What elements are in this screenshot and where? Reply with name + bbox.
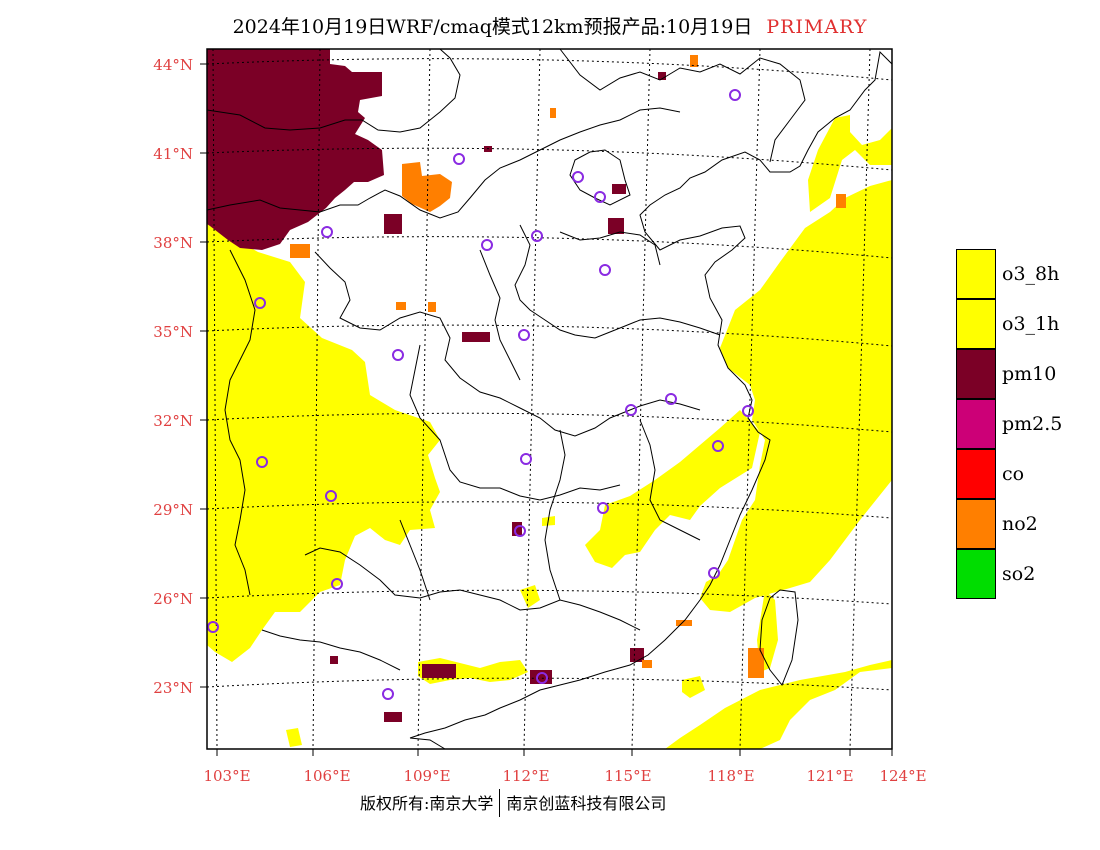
- legend-label: o3_8h: [1002, 263, 1060, 285]
- station-marker: [392, 349, 404, 361]
- station-marker: [531, 230, 543, 242]
- boundaries: [206, 48, 893, 750]
- legend-item: co: [956, 449, 1096, 499]
- no2-regions: [290, 55, 846, 678]
- station-marker: [331, 578, 343, 590]
- title-text: 2024年10月19日WRF/cmaq模式12km预报产品:10月19日: [232, 16, 753, 38]
- station-marker: [594, 191, 606, 203]
- legend-swatch: [956, 449, 996, 499]
- station-marker: [207, 621, 219, 633]
- axis-ticks: [200, 63, 893, 756]
- legend-label: no2: [1002, 513, 1038, 535]
- lon-label: 121°E: [806, 767, 853, 785]
- station-markers: [207, 89, 754, 700]
- lat-label: 35°N: [153, 323, 193, 341]
- station-marker: [599, 264, 611, 276]
- lat-label: 23°N: [153, 679, 193, 697]
- lon-label: 109°E: [403, 767, 450, 785]
- station-marker: [325, 490, 337, 502]
- primary-tag: PRIMARY: [766, 16, 868, 38]
- station-marker: [254, 297, 266, 309]
- station-marker: [256, 456, 268, 468]
- lat-label: 44°N: [153, 56, 193, 74]
- station-marker: [625, 404, 637, 416]
- lon-labels: 103°E 106°E 109°E 112°E 115°E 118°E 121°…: [203, 767, 926, 785]
- station-marker: [665, 393, 677, 405]
- legend-label: so2: [1002, 563, 1036, 585]
- legend-item: o3_8h: [956, 249, 1096, 299]
- station-marker: [536, 672, 548, 684]
- legend-swatch: [956, 499, 996, 549]
- station-marker: [481, 239, 493, 251]
- legend-swatch: [956, 399, 996, 449]
- station-marker: [520, 453, 532, 465]
- station-marker: [742, 405, 754, 417]
- lat-label: 29°N: [153, 501, 193, 519]
- graticule: [206, 48, 893, 750]
- station-marker: [518, 329, 530, 341]
- legend-item: no2: [956, 499, 1096, 549]
- lat-label: 38°N: [153, 234, 193, 252]
- lat-label: 32°N: [153, 412, 193, 430]
- lon-label: 124°E: [879, 767, 926, 785]
- lon-label: 118°E: [707, 767, 754, 785]
- legend-item: pm10: [956, 349, 1096, 399]
- legend-label: pm10: [1002, 363, 1057, 385]
- legend-swatch: [956, 299, 996, 349]
- station-marker: [729, 89, 741, 101]
- copyright-company: 南京创蓝科技有限公司: [506, 794, 667, 813]
- copyright-separator: [499, 788, 501, 817]
- lon-label: 103°E: [203, 767, 250, 785]
- legend: o3_8h o3_1h pm10 pm2.5 co no2 so2: [956, 249, 1096, 599]
- map-title: 2024年10月19日WRF/cmaq模式12km预报产品:10月19日 PRIM…: [0, 12, 1100, 39]
- lat-label: 26°N: [153, 590, 193, 608]
- legend-swatch: [956, 349, 996, 399]
- lat-labels: 44°N 41°N 38°N 35°N 32°N 29°N 26°N 23°N: [153, 56, 193, 697]
- pm10-regions: [207, 49, 666, 722]
- station-marker: [382, 688, 394, 700]
- copyright: 版权所有:南京大学 南京创蓝科技有限公司: [360, 788, 667, 819]
- legend-swatch: [956, 549, 996, 599]
- station-marker: [597, 502, 609, 514]
- legend-item: so2: [956, 549, 1096, 599]
- station-marker: [453, 153, 465, 165]
- copyright-owner: 版权所有:南京大学: [360, 794, 494, 813]
- legend-label: pm2.5: [1002, 413, 1063, 435]
- station-marker: [514, 525, 526, 537]
- legend-item: o3_1h: [956, 299, 1096, 349]
- legend-label: o3_1h: [1002, 313, 1060, 335]
- lon-label: 112°E: [502, 767, 549, 785]
- lon-label: 106°E: [303, 767, 350, 785]
- station-marker: [712, 440, 724, 452]
- legend-swatch: [956, 249, 996, 299]
- legend-item: pm2.5: [956, 399, 1096, 449]
- legend-label: co: [1002, 463, 1025, 485]
- map-frame: [206, 48, 893, 750]
- station-marker: [708, 567, 720, 579]
- lat-label: 41°N: [153, 145, 193, 163]
- station-marker: [572, 171, 584, 183]
- station-marker: [321, 226, 333, 238]
- lon-label: 115°E: [604, 767, 651, 785]
